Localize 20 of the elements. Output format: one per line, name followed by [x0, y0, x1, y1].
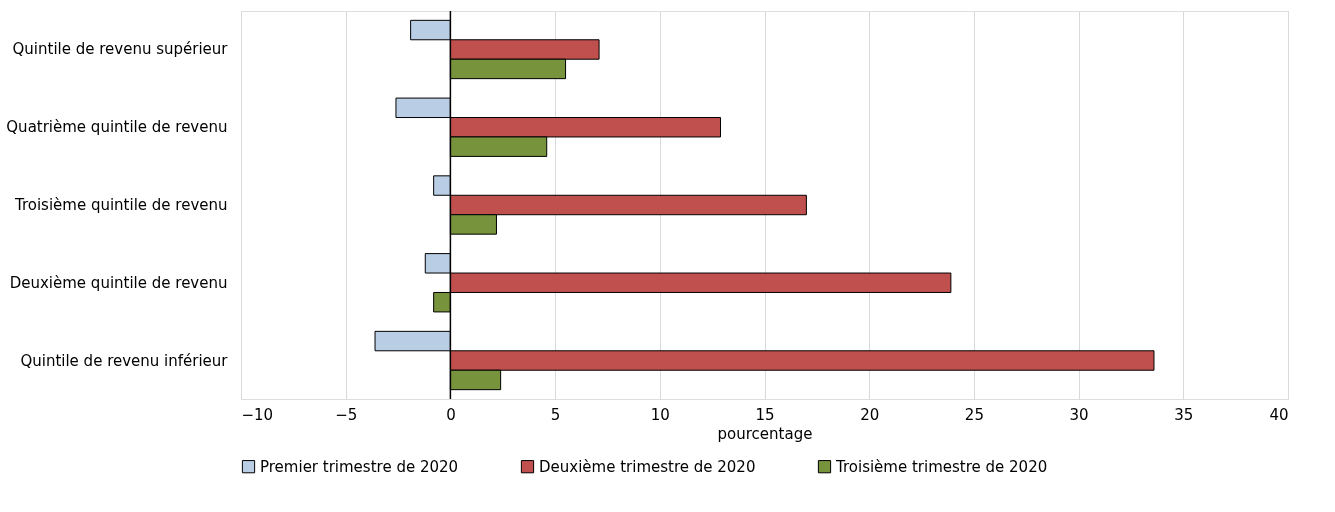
x-tick-label: 15: [755, 405, 775, 424]
y-tick-label: Deuxième quintile de revenu: [9, 273, 228, 292]
x-axis-title: pourcentage: [717, 424, 813, 443]
x-tick-label: 5: [550, 405, 561, 424]
x-tick-label: 40: [1269, 405, 1289, 424]
x-tick-label: 30: [1069, 405, 1089, 424]
legend-label: Troisième trimestre de 2020: [835, 457, 1048, 476]
x-tick-label: 20: [860, 405, 880, 424]
y-tick-label: Quintile de revenu supérieur: [12, 40, 229, 59]
x-tick-label: 25: [964, 405, 984, 424]
y-tick-label: Quatrième quintile de revenu: [6, 118, 228, 137]
x-tick-label: −5: [335, 405, 358, 424]
x-tick-label: 10: [650, 405, 670, 424]
y-tick-label: Troisième quintile de revenu: [13, 196, 228, 214]
legend-label: Premier trimestre de 2020: [260, 457, 459, 476]
legend-label: Deuxième trimestre de 2020: [539, 457, 756, 476]
x-tick-label: −10: [241, 405, 274, 424]
x-tick-label: 0: [446, 405, 456, 424]
x-tick-label: 35: [1174, 405, 1194, 424]
y-tick-label: Quintile de revenu inférieur: [20, 351, 229, 370]
